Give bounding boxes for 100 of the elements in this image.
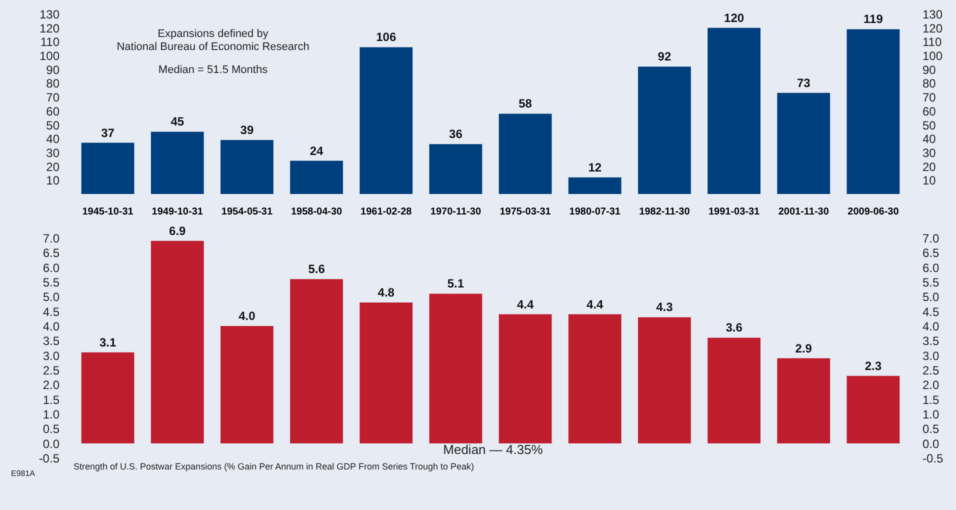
y-tick-label: 0.0: [42, 436, 60, 451]
data-label: 3.6: [726, 320, 743, 335]
y-tick-label: 4.0: [42, 320, 60, 334]
y-tick-label: 80: [46, 76, 60, 91]
bar: [429, 294, 482, 444]
y-tick-label: 10: [46, 174, 60, 188]
y2-tick-label: 1.5: [922, 392, 940, 407]
y2-tick-label: 20: [922, 160, 936, 174]
data-label: 45: [170, 114, 184, 129]
data-label: 4.4: [586, 297, 604, 312]
data-label: 119: [864, 12, 884, 26]
data-label: 3.1: [99, 335, 116, 350]
y2-tick-label: 4.5: [922, 304, 940, 319]
y2-tick-label: 2.0: [922, 378, 940, 392]
y2-tick-label: 100: [922, 49, 943, 64]
x-tick-label: 1961-02-28: [360, 206, 412, 218]
y2-tick-label: 1.0: [922, 408, 940, 422]
data-label: 73: [796, 76, 811, 90]
y2-tick-label: 0.5: [922, 422, 940, 436]
data-label: 6.9: [169, 224, 186, 238]
y2-tick-label: 60: [922, 104, 936, 118]
y-tick-label: 3.0: [42, 348, 60, 363]
y-tick-label: 90: [46, 62, 60, 77]
y-tick-label: 110: [40, 35, 60, 50]
y-tick-label: 5.0: [42, 290, 60, 304]
y2-tick-label: 7.0: [922, 232, 940, 246]
y2-tick-label: 40: [922, 132, 936, 146]
data-label: 120: [724, 10, 744, 25]
y-tick-label: 40: [46, 132, 60, 146]
bar: [81, 352, 134, 444]
y2-tick-label: 30: [922, 146, 936, 160]
data-label: 92: [658, 50, 672, 64]
x-tick-label: 1958-04-30: [290, 206, 343, 218]
x-tick-label: 2009-06-30: [848, 206, 900, 218]
y-tick-label: 0.5: [42, 422, 60, 436]
data-label: 2.9: [795, 341, 812, 356]
x-axis-title: Strength of U.S. Postwar Expansions (% Gain Per Annum in Real GDP From Series Trough to Peak): [74, 462, 474, 472]
bar: [429, 144, 482, 194]
bar: [498, 114, 552, 194]
y2-tick-label: 90: [922, 62, 936, 77]
y2-tick-label: 80: [922, 76, 936, 91]
bar: [708, 338, 760, 444]
y2-tick-label: 5.0: [922, 290, 940, 304]
bar: [777, 92, 830, 194]
data-label: 4.0: [238, 309, 256, 323]
y-tick-label: 20: [46, 160, 60, 174]
y-tick-label: 5.5: [42, 276, 60, 290]
y2-tick-label: 4.0: [922, 320, 940, 334]
data-label: 37: [101, 126, 115, 140]
bar: [498, 314, 552, 444]
x-tick-label: 1954-05-31: [221, 206, 273, 218]
data-label: 4.3: [656, 300, 674, 314]
x-tick-label: 1980-07-31: [569, 206, 621, 218]
bar: [290, 279, 343, 444]
x-tick-label: 1945-10-31: [82, 206, 134, 218]
y-tick-label: 50: [46, 118, 60, 132]
y2-tick-label: 3.5: [922, 334, 940, 348]
annotation: Median — 4.35%: [443, 442, 544, 457]
data-label: 5.6: [308, 262, 326, 276]
y-tick-label: 100: [39, 49, 60, 64]
x-tick-label: 2001-11-30: [778, 206, 830, 218]
y2-tick-label: 70: [922, 90, 936, 105]
y-tick-label: 1.0: [42, 408, 60, 422]
y-tick-label: 6.0: [42, 260, 60, 275]
bar: [290, 160, 343, 194]
y2-tick-label: 2.5: [922, 364, 940, 378]
data-label: 58: [518, 96, 532, 111]
data-label: 5.1: [447, 276, 464, 291]
y2-tick-label: 3.0: [922, 348, 940, 363]
bar: [846, 376, 900, 444]
y-tick-label: 7.0: [42, 232, 60, 246]
y2-tick-label: 10: [922, 174, 936, 188]
x-tick-label: 1991-03-31: [708, 206, 760, 218]
y2-tick-label: 6.0: [922, 260, 940, 275]
y-tick-label: -0.5: [38, 452, 60, 466]
y-tick-label: 130: [39, 8, 60, 22]
y2-tick-label: 0.0: [922, 436, 940, 451]
y-tick-label: 3.5: [42, 334, 60, 348]
data-label: 24: [310, 144, 324, 158]
y2-tick-label: 130: [922, 8, 943, 22]
x-tick-label: 1975-03-31: [500, 206, 552, 218]
y2-tick-label: -0.5: [922, 452, 944, 466]
y2-tick-label: 6.5: [922, 246, 940, 260]
y-tick-label: 1.5: [42, 392, 60, 407]
bar: [568, 177, 622, 194]
text: E981A: [10, 469, 36, 478]
annotation: Expansions defined by National Bureau of Economic Research: [116, 28, 310, 53]
y-tick-label: 60: [46, 104, 60, 118]
x-tick-label: 1982-11-30: [639, 206, 690, 218]
y-tick-label: 2.0: [42, 378, 60, 392]
data-label: 106: [376, 30, 396, 44]
bar: [638, 66, 691, 194]
data-label: 2.3: [864, 358, 882, 373]
x-tick-label: 1970-11-30: [430, 206, 482, 218]
y2-tick-label: 120: [922, 21, 943, 36]
y-tick-label: 4.5: [42, 304, 60, 319]
annotation: Median = 51.5 Months: [158, 64, 268, 76]
y2-tick-label: 5.5: [922, 276, 940, 290]
x-tick-label: 1949-10-31: [152, 206, 204, 218]
bar: [150, 132, 204, 194]
